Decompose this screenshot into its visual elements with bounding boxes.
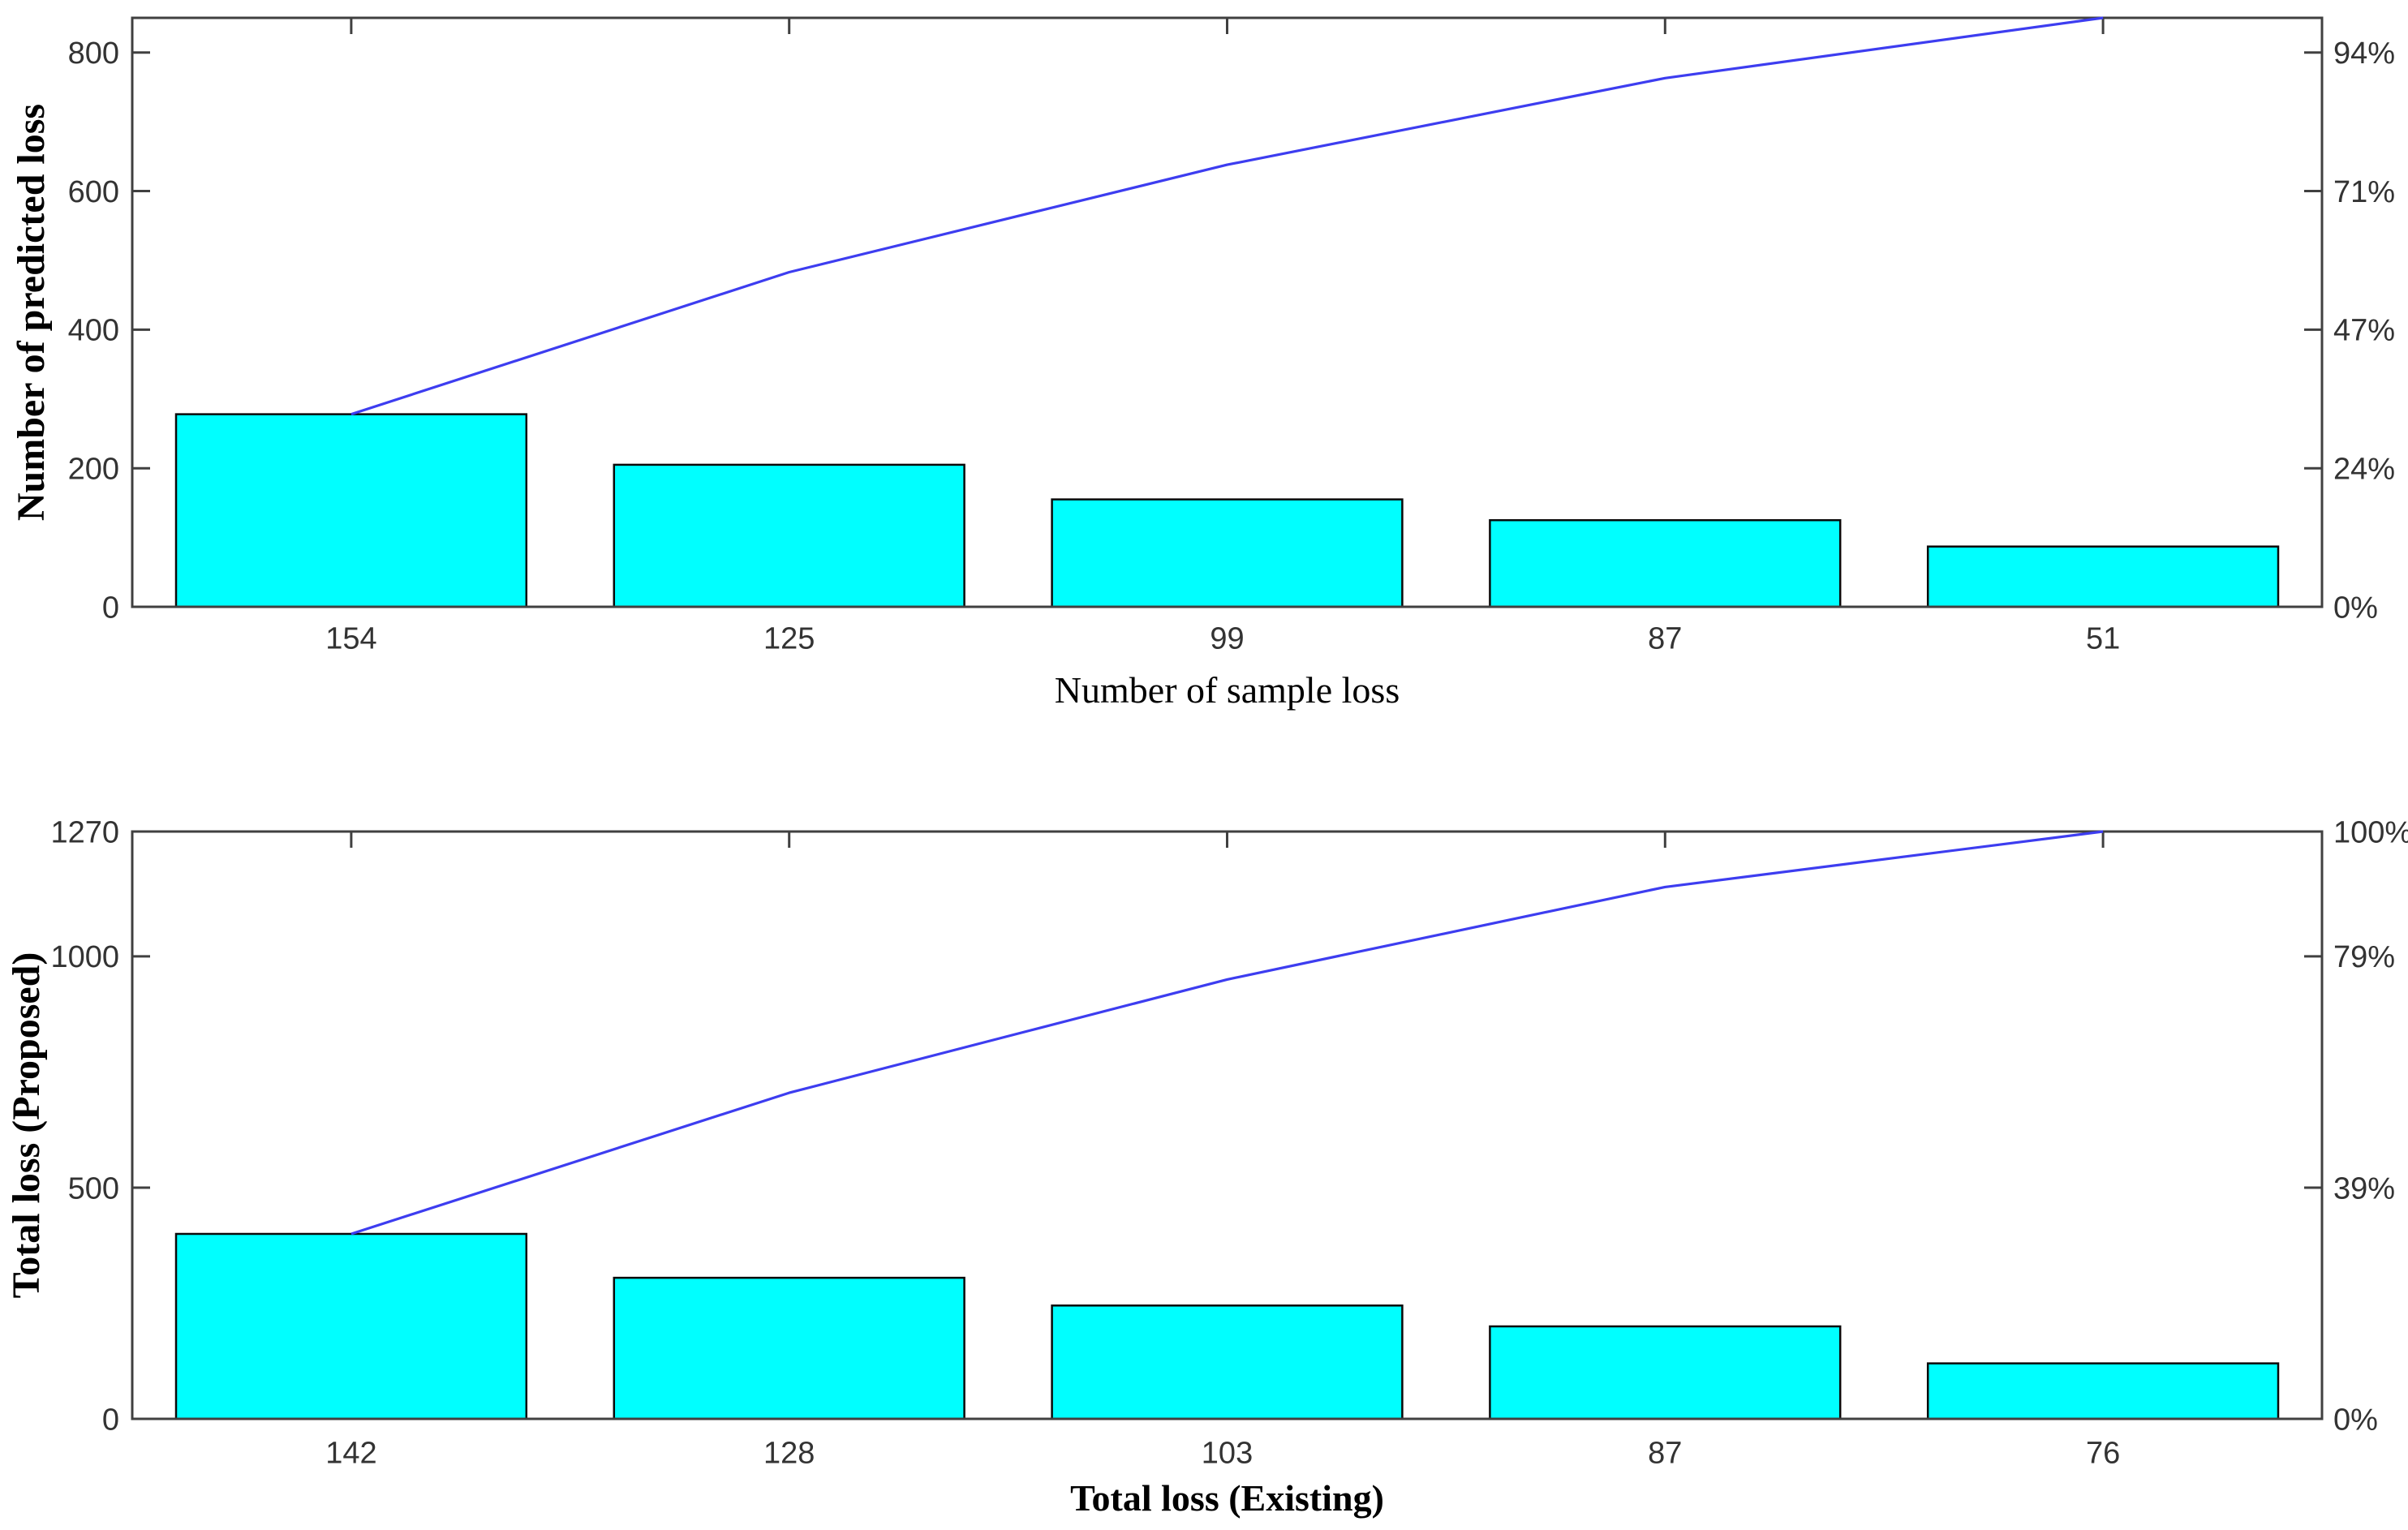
bar [1926,1362,2280,1420]
y-axis-title: Total loss (Proposed) [5,952,48,1299]
x-axis-title: Total loss (Existing) [1070,1477,1384,1519]
right-percent-label: 79% [2333,940,2395,974]
left-tick-label: 800 [68,37,119,71]
right-axis: 0% 24% 47% 71% 94% [2304,37,2395,625]
y-axis-title: Number of predicted loss [10,104,53,521]
bar [1926,545,2280,608]
right-percent-label: 94% [2333,37,2395,71]
left-tick-label: 200 [68,453,119,487]
x-tick-label: 128 [763,1436,815,1470]
left-tick-label: 0 [102,591,119,625]
right-percent-label: 0% [2333,591,2378,625]
bar [174,413,528,608]
cumulative-line [350,16,2104,416]
bars-group [174,413,2280,608]
x-tick-label: 103 [1202,1436,1253,1470]
right-percent-label: 24% [2333,453,2395,487]
x-axis-title: Number of sample loss [1055,669,1400,711]
axes-frame [131,830,2324,1420]
x-tick-label: 87 [1648,621,1682,655]
right-percent-label: 0% [2333,1403,2378,1437]
right-percent-label: 71% [2333,175,2395,209]
axes-frame [131,16,2324,608]
cumulative-line [350,830,2104,1236]
left-tick-label: 0 [102,1403,119,1437]
x-tick-label: 125 [763,621,815,655]
bar [613,463,965,608]
x-tick-label: 154 [325,621,376,655]
bar [1489,518,1842,608]
left-tick-label: 500 [68,1171,119,1206]
x-tick-label: 51 [2086,621,2120,655]
x-tick-label: 142 [325,1436,376,1470]
left-tick-label: 1000 [50,940,119,974]
right-percent-label: 39% [2333,1171,2395,1206]
x-tick-label: 76 [2086,1436,2120,1470]
bars-group [174,1232,2280,1420]
x-tick-label: 99 [1210,621,1244,655]
left-axis: 0 200 400 600 800 [68,37,150,625]
left-tick-label: 600 [68,175,119,209]
x-tick-label: 87 [1648,1436,1682,1470]
bar [174,1232,528,1420]
left-axis: 0 500 1000 1270 [50,815,150,1437]
bar [1489,1325,1842,1420]
bar [1051,498,1404,608]
left-tick-label: 1270 [50,815,119,849]
x-axis: 142 128 103 87 76 [325,832,2120,1470]
left-tick-label: 400 [68,314,119,348]
right-percent-label: 100% [2333,815,2408,849]
pareto-chart-top: 0 200 400 600 800 0% 24% 47% 71% 94% 154 125 99 87 51 N… [10,16,2395,711]
pareto-chart-bottom: 0 500 1000 1270 0% 39% 79% 100% 142 128 103 87 76 Tot… [5,815,2408,1519]
right-axis: 0% 39% 79% 100% [2304,815,2408,1437]
bar [613,1276,965,1420]
bar [1051,1304,1404,1420]
x-axis: 154 125 99 87 51 [325,19,2120,655]
right-percent-label: 47% [2333,314,2395,348]
